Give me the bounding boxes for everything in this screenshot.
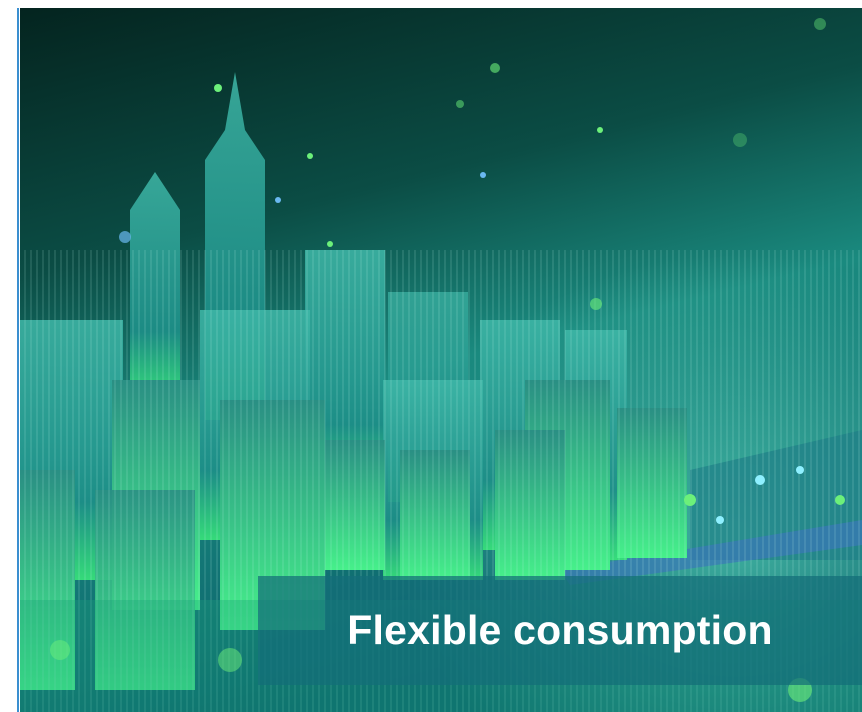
caption-box: Flexible consumption — [258, 576, 862, 685]
left-border — [17, 8, 19, 712]
caption: Flexible consumption — [347, 607, 773, 653]
bokeh-lights — [50, 18, 845, 702]
